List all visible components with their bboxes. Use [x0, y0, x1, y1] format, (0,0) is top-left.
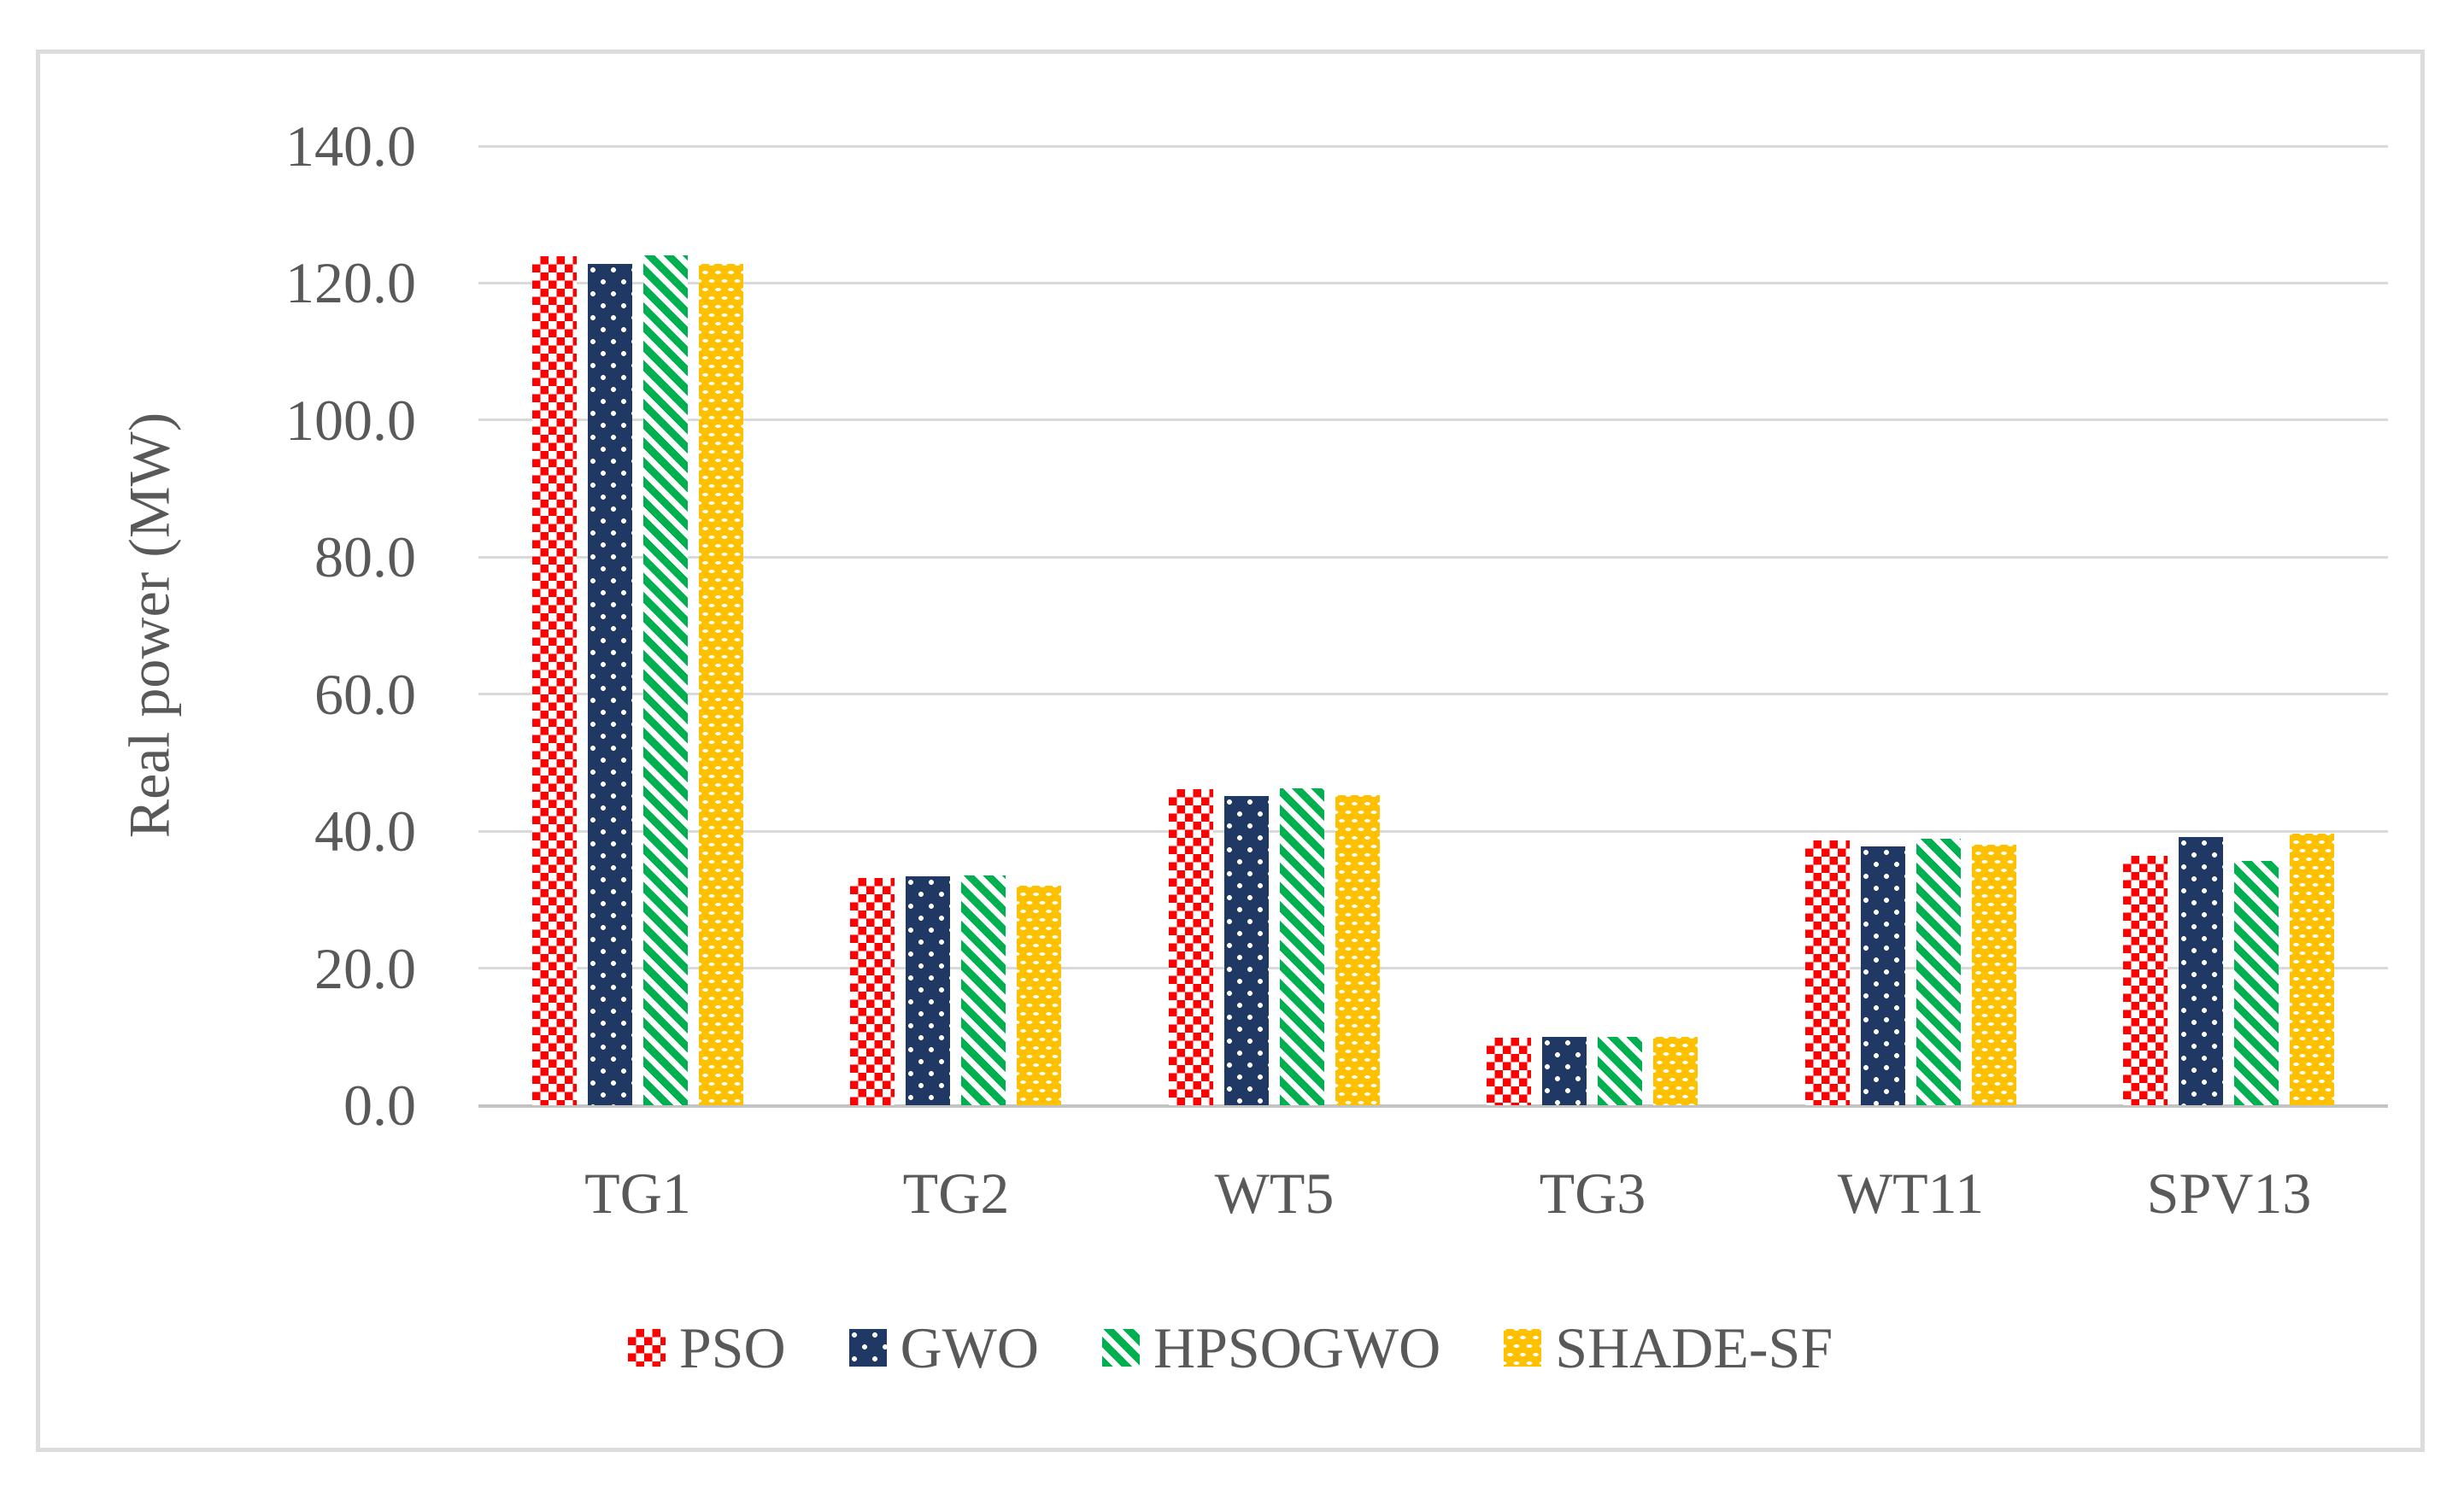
- bar-pso-spv13: [2123, 856, 2168, 1105]
- bar-gwo-spv13: [2179, 836, 2224, 1105]
- bar-pso-wt5: [1168, 789, 1213, 1105]
- bar-group-tg1: [478, 146, 797, 1105]
- bar-pso-tg2: [850, 877, 895, 1105]
- bar-gwo-tg3: [1542, 1036, 1587, 1105]
- gridline-20.0: [478, 967, 2388, 970]
- bar-hpsogwo-tg1: [642, 255, 688, 1105]
- gridline-140.0: [478, 144, 2388, 148]
- bar-pso-tg1: [531, 256, 577, 1105]
- legend-swatch-white-dots-icon: [848, 1329, 887, 1367]
- legend-label-pso: PSO: [678, 1315, 786, 1380]
- y-tick-label-120.0: 120.0: [285, 250, 416, 316]
- bar-shade-sf-wt11: [1971, 845, 2016, 1105]
- legend: PSO GWO HPSOGWO SHADE-SF: [40, 1309, 2420, 1386]
- bar-pso-wt11: [1804, 840, 1850, 1105]
- gridline-40.0: [478, 829, 2388, 833]
- x-tick-label-tg2: TG2: [902, 1161, 1010, 1226]
- bar-shade-sf-tg1: [698, 264, 743, 1105]
- bar-group-spv13: [2070, 146, 2389, 1105]
- bar-shade-sf-spv13: [2290, 834, 2335, 1105]
- y-axis-title: Real power (MW): [116, 412, 182, 839]
- x-tick-label-spv13: SPV13: [2146, 1161, 2312, 1226]
- bar-hpsogwo-tg2: [961, 875, 1006, 1105]
- bar-gwo-tg1: [587, 264, 632, 1105]
- legend-item-pso: PSO: [627, 1309, 786, 1386]
- x-tick-label-wt11: WT11: [1837, 1161, 1985, 1226]
- bar-gwo-wt5: [1223, 796, 1269, 1105]
- gridline-60.0: [478, 693, 2388, 696]
- bar-pso-tg3: [1487, 1037, 1532, 1105]
- x-tick-label-tg3: TG3: [1539, 1161, 1646, 1226]
- legend-swatch-diagonal-stripes-icon: [1101, 1329, 1140, 1367]
- plot-area: [478, 144, 2388, 1108]
- bar-groups: [478, 146, 2388, 1105]
- bar-shade-sf-wt5: [1335, 795, 1380, 1105]
- legend-label-gwo: GWO: [900, 1315, 1039, 1380]
- bar-group-wt11: [1751, 146, 2070, 1105]
- bar-hpsogwo-wt5: [1279, 788, 1324, 1105]
- bar-hpsogwo-tg3: [1598, 1036, 1643, 1105]
- y-tick-label-140.0: 140.0: [285, 114, 416, 179]
- x-axis-line: [478, 1104, 2388, 1108]
- chart-frame: Real power (MW) 0.0 20.0 40.0 60.0 80.0 100.0…: [36, 50, 2425, 1452]
- y-tick-label-80.0: 80.0: [314, 524, 416, 590]
- y-tick-label-0.0: 0.0: [343, 1073, 416, 1138]
- legend-swatch-checkerboard-icon: [627, 1329, 666, 1367]
- bar-shade-sf-tg3: [1653, 1036, 1698, 1105]
- bar-group-wt5: [1115, 146, 1434, 1105]
- bar-gwo-wt11: [1860, 846, 1905, 1105]
- legend-label-shade-sf: SHADE-SF: [1555, 1315, 1833, 1380]
- bar-group-tg2: [797, 146, 1116, 1105]
- bar-hpsogwo-spv13: [2234, 860, 2279, 1105]
- bar-hpsogwo-wt11: [1915, 839, 1961, 1105]
- legend-item-gwo: GWO: [848, 1309, 1039, 1386]
- y-tick-label-60.0: 60.0: [314, 661, 416, 727]
- gridline-100.0: [478, 419, 2388, 422]
- gridline-80.0: [478, 555, 2388, 559]
- legend-swatch-weave-dashes-icon: [1504, 1329, 1542, 1367]
- legend-item-hpsogwo: HPSOGWO: [1101, 1309, 1441, 1386]
- x-tick-label-wt5: WT5: [1214, 1161, 1335, 1226]
- y-tick-label-40.0: 40.0: [314, 799, 416, 864]
- gridline-120.0: [478, 281, 2388, 284]
- bar-gwo-tg2: [906, 876, 951, 1105]
- bar-group-tg3: [1434, 146, 1752, 1105]
- y-tick-label-100.0: 100.0: [285, 387, 416, 453]
- legend-label-hpsogwo: HPSOGWO: [1153, 1315, 1441, 1380]
- bar-shade-sf-tg2: [1017, 886, 1062, 1105]
- y-tick-label-20.0: 20.0: [314, 935, 416, 1001]
- legend-item-shade-sf: SHADE-SF: [1504, 1309, 1833, 1386]
- x-tick-label-tg1: TG1: [584, 1161, 691, 1226]
